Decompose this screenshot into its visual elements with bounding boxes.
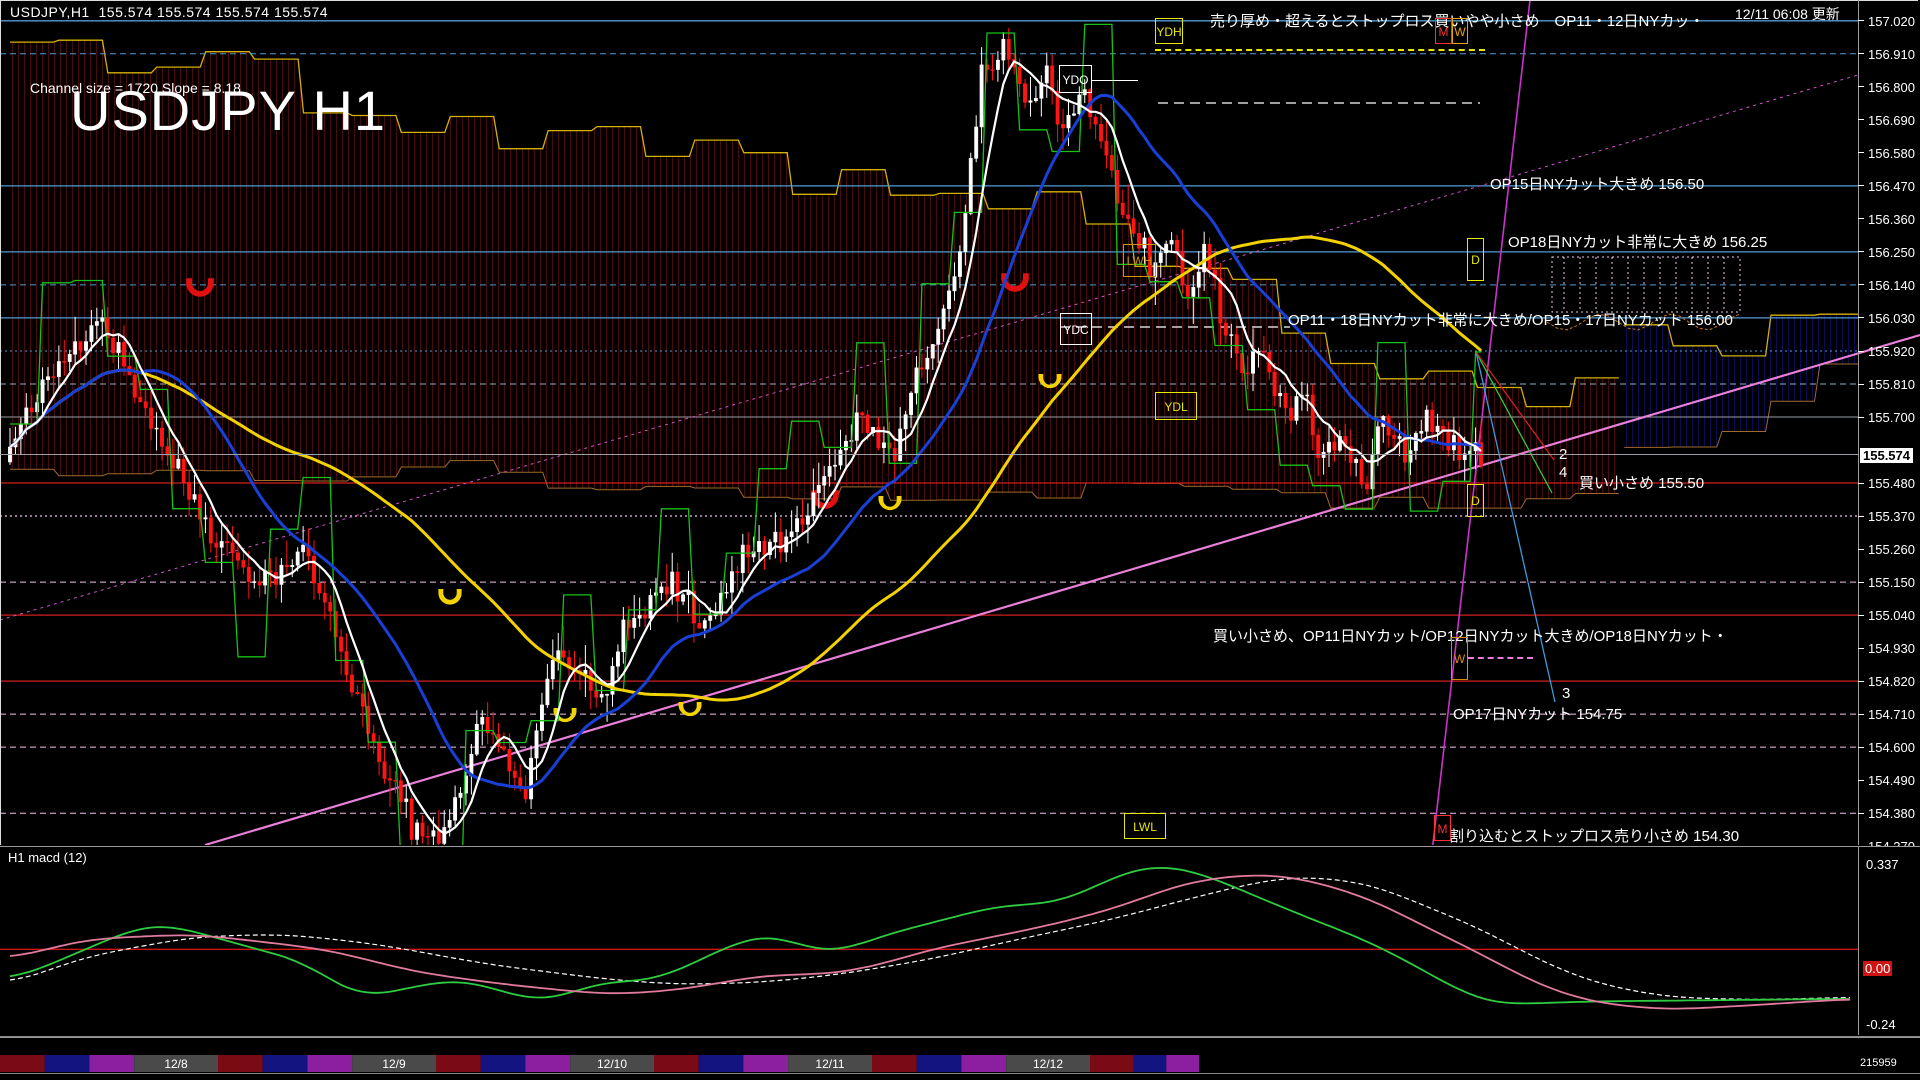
svg-text:12/11: 12/11 (815, 1057, 844, 1071)
svg-text:12/9: 12/9 (382, 1057, 406, 1071)
svg-text:12/8: 12/8 (164, 1057, 188, 1071)
svg-text:12/12: 12/12 (1033, 1057, 1063, 1071)
svg-text:12/10: 12/10 (597, 1057, 627, 1071)
